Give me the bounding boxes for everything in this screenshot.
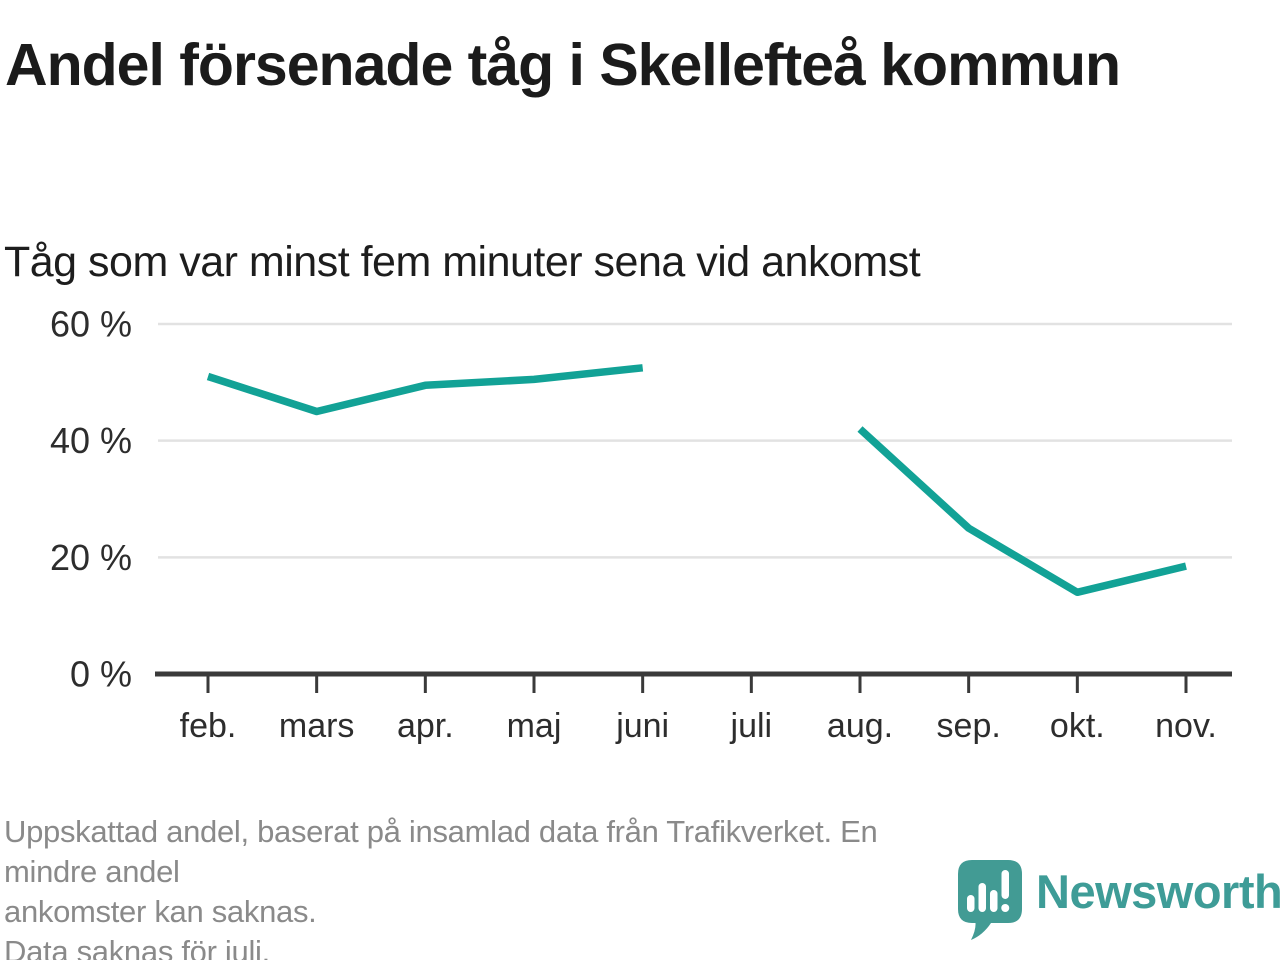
x-axis-tick-label: okt.	[1050, 707, 1105, 745]
source-note-line: Uppskattad andel, baserat på insamlad da…	[4, 814, 878, 889]
source-note-line: ankomster kan saknas.	[4, 894, 317, 929]
logo-brand-text: Newsworthy	[1036, 864, 1280, 918]
x-axis-tick-label: aug.	[827, 707, 893, 745]
x-axis-tick-label: nov.	[1155, 707, 1217, 745]
chart-subtitle: Tåg som var minst fem minuter sena vid a…	[4, 238, 921, 286]
x-axis-tick-label: maj	[507, 707, 562, 745]
newsworthy-logo: Newsworthy	[956, 858, 1280, 942]
x-axis-tick-label: apr.	[397, 707, 454, 745]
y-axis-tick-label: 40 %	[50, 420, 132, 461]
y-axis-tick-label: 20 %	[50, 537, 132, 578]
source-note-line: Data saknas för juli.	[4, 934, 270, 960]
data-series-line	[857, 426, 1187, 597]
chart-title: Andel försenade tåg i Skellefteå kommun	[5, 32, 1121, 98]
source-notes: Uppskattad andel, baserat på insamlad da…	[4, 812, 954, 960]
y-axis-tick-label: 0 %	[70, 654, 132, 695]
x-axis-tick-label: mars	[279, 707, 355, 745]
x-axis-tick-label: feb.	[180, 707, 237, 745]
x-axis-tick-label: juli	[730, 707, 773, 745]
newsworthy-bubble-barchart-icon	[958, 860, 1022, 940]
x-axis-tick-label: juni	[615, 707, 669, 745]
data-series-line	[206, 364, 644, 416]
line-chart-plot-area: 0 % 20 % 40 % 60 % feb. mars apr. maj juni juli au…	[50, 304, 1232, 745]
x-axis-tick-label: sep.	[937, 707, 1001, 745]
y-axis-tick-label: 60 %	[50, 304, 132, 345]
